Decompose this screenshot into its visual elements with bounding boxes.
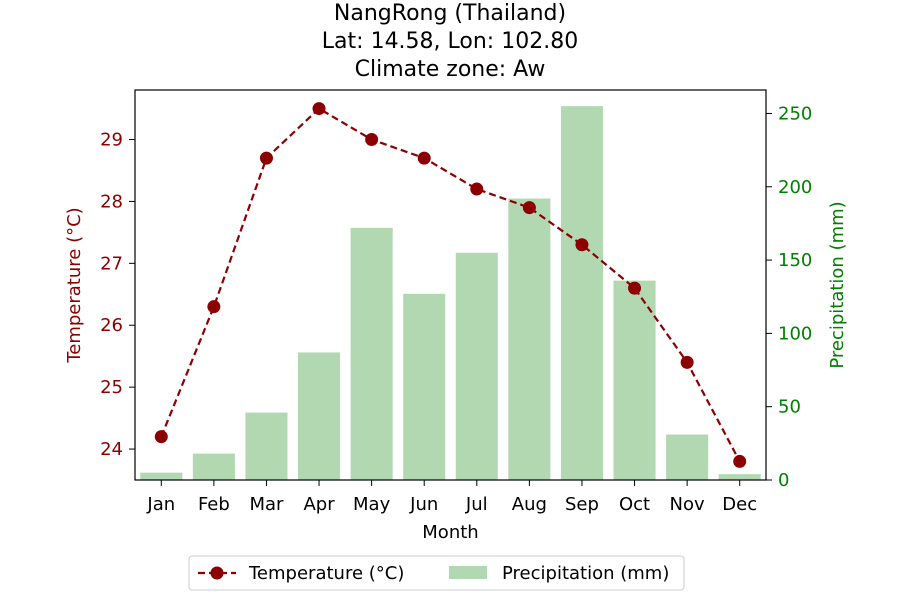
y-axis-left-label: Temperature (°C) <box>64 207 85 363</box>
temperature-point-jun <box>417 151 431 165</box>
precipitation-bar-jan <box>140 472 183 480</box>
precipitation-bars <box>140 106 761 481</box>
axis-ticks: Jan Feb Mar Apr May Jun Jul Aug Sep Oct Nov Dec 24 25… <box>100 103 812 515</box>
x-tick-label-aug: Aug <box>512 494 547 515</box>
temperature-point-apr <box>312 102 326 116</box>
x-tick-label-apr: Apr <box>303 494 335 515</box>
precipitation-bar-feb <box>192 453 235 480</box>
chart-title-line-1: NangRong (Thailand) <box>333 1 567 26</box>
x-tick-label-jul: Jul <box>465 494 488 515</box>
x-tick-label-jun: Jun <box>409 494 438 515</box>
temperature-point-dec <box>733 454 747 468</box>
precipitation-bar-aug <box>508 198 551 480</box>
x-tick-label-dec: Dec <box>722 494 757 515</box>
y-left-tick-label-25: 25 <box>100 377 123 398</box>
legend: Temperature (°C) Precipitation (mm) <box>188 555 685 591</box>
x-tick-label-feb: Feb <box>198 494 230 515</box>
precipitation-bar-jun <box>403 293 446 480</box>
precipitation-bar-apr <box>298 352 341 480</box>
precipitation-bar-oct <box>613 280 656 480</box>
temperature-point-oct <box>628 281 642 295</box>
temperature-point-aug <box>522 201 536 215</box>
x-tick-label-nov: Nov <box>670 494 705 515</box>
temperature-point-may <box>365 133 379 147</box>
legend-temperature-label: Temperature (°C) <box>248 563 404 584</box>
y-right-tick-label-0: 0 <box>778 470 789 491</box>
legend-precipitation-swatch <box>449 566 487 579</box>
temperature-point-feb <box>207 300 221 314</box>
temperature-point-sep <box>575 238 589 252</box>
precipitation-bar-sep <box>560 106 603 481</box>
x-tick-label-jan: Jan <box>146 494 175 515</box>
x-tick-label-may: May <box>353 494 391 515</box>
temperature-point-jan <box>154 430 168 444</box>
precipitation-bar-jul <box>455 252 498 480</box>
plot-frame <box>134 89 767 481</box>
y-right-tick-label-200: 200 <box>778 177 812 198</box>
y-left-tick-label-26: 26 <box>100 315 123 336</box>
y-axis-right-label: Precipitation (mm) <box>827 201 848 368</box>
y-right-tick-label-50: 50 <box>778 397 801 418</box>
temperature-line-group <box>154 102 747 468</box>
temperature-point-mar <box>259 151 273 165</box>
legend-temperature-marker <box>210 566 224 580</box>
y-left-tick-label-29: 29 <box>100 130 123 151</box>
legend-box <box>188 555 685 591</box>
temperature-line <box>160 107 741 462</box>
chart-title-line-2: Lat: 14.58, Lon: 102.80 <box>321 29 579 54</box>
temperature-point-jul <box>470 182 484 196</box>
y-right-tick-label-100: 100 <box>778 323 812 344</box>
precipitation-bar-dec <box>718 474 761 480</box>
precipitation-bar-mar <box>245 412 288 480</box>
temperature-point-nov <box>680 355 694 369</box>
y-right-tick-label-150: 150 <box>778 250 812 271</box>
y-left-tick-label-27: 27 <box>100 253 123 274</box>
y-left-tick-label-28: 28 <box>100 191 123 212</box>
chart-title-line-3: Climate zone: Aw <box>354 57 546 82</box>
y-right-tick-label-250: 250 <box>778 103 812 124</box>
precipitation-bar-nov <box>666 434 709 480</box>
x-axis-label: Month <box>422 522 478 543</box>
y-left-tick-label-24: 24 <box>100 439 123 460</box>
x-tick-label-oct: Oct <box>619 494 650 515</box>
precipitation-bar-may <box>350 227 393 480</box>
x-tick-label-sep: Sep <box>565 494 599 515</box>
x-tick-label-mar: Mar <box>249 494 284 515</box>
legend-precipitation-label: Precipitation (mm) <box>502 563 669 584</box>
